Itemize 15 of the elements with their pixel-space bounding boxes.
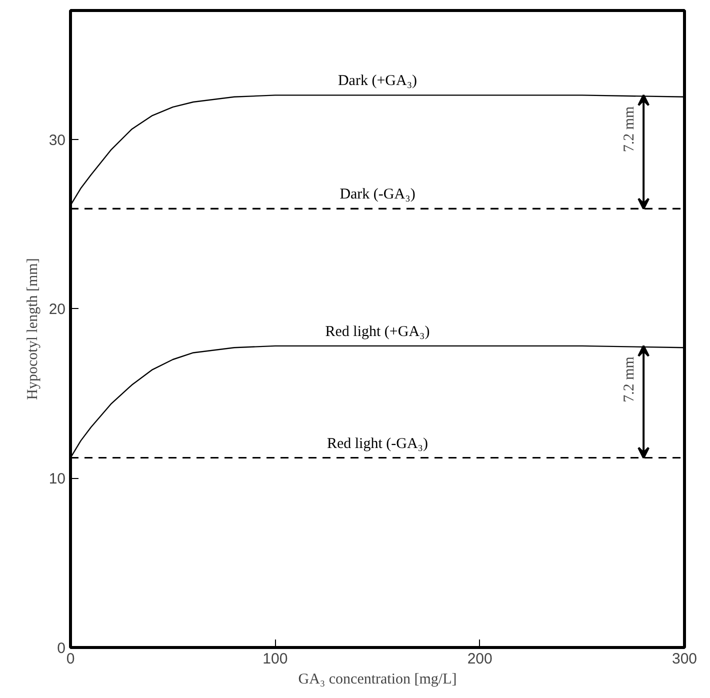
x-tick-label: 100 (262, 650, 288, 668)
series-label: Red light (-GA₃) (326, 436, 428, 452)
y-tick-label: 0 (57, 640, 66, 657)
annotation: 7.2 mm (622, 356, 638, 402)
x-tick-label: 200 (467, 650, 492, 668)
series-label: Red light (+GA₃) (325, 324, 430, 340)
annotation: 7.2 mm (622, 106, 638, 152)
y-tick-label: 30 (48, 132, 66, 149)
series-label: Dark (+GA₃) (338, 73, 418, 90)
series-label: Dark (-GA₃) (340, 186, 416, 203)
x-axis-title: GA₃ concentration [mg/L] (298, 672, 457, 688)
y-tick-label: 10 (48, 470, 66, 488)
x-tick-label: 300 (672, 650, 698, 668)
y-tick-label: 20 (48, 301, 66, 318)
y-axis-title: Hypocotyl length [mm] (24, 258, 41, 400)
